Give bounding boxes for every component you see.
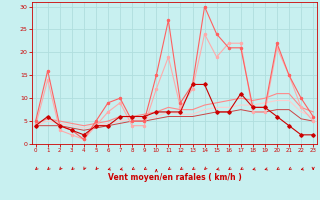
X-axis label: Vent moyen/en rafales ( km/h ): Vent moyen/en rafales ( km/h ) xyxy=(108,173,241,182)
